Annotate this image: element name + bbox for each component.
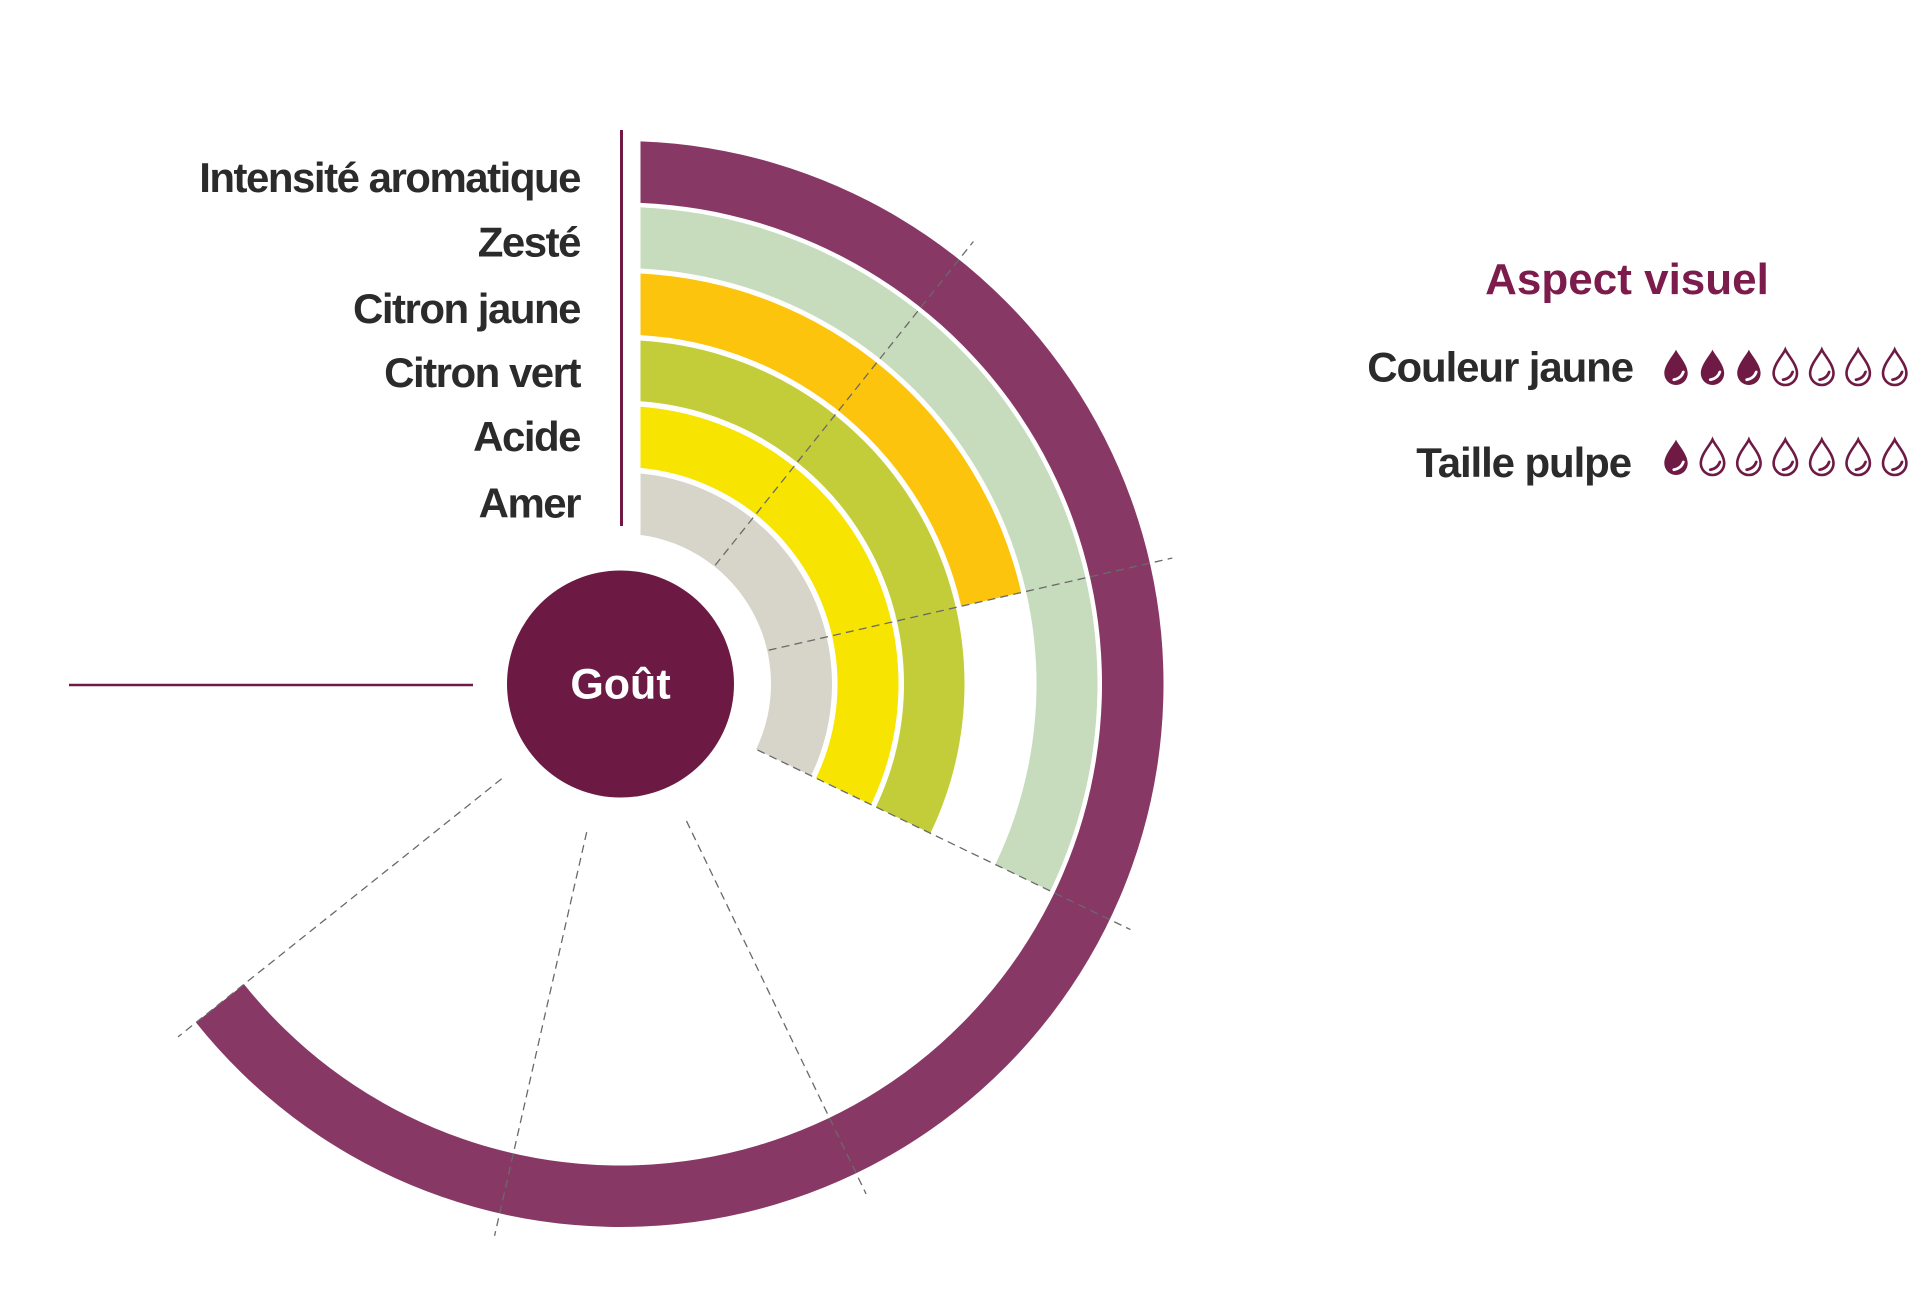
svg-text:Citron vert: Citron vert [384, 349, 581, 396]
svg-text:Amer: Amer [479, 480, 582, 527]
svg-text:Couleur jaune: Couleur jaune [1367, 344, 1633, 391]
svg-text:Zesté: Zesté [478, 219, 580, 266]
svg-text:Acide: Acide [473, 413, 580, 460]
svg-text:Taille pulpe: Taille pulpe [1416, 439, 1631, 486]
svg-text:Aspect visuel: Aspect visuel [1485, 255, 1769, 304]
svg-text:Citron jaune: Citron jaune [353, 285, 580, 332]
svg-text:Goût: Goût [570, 661, 670, 709]
svg-text:Intensité aromatique: Intensité aromatique [199, 154, 580, 201]
